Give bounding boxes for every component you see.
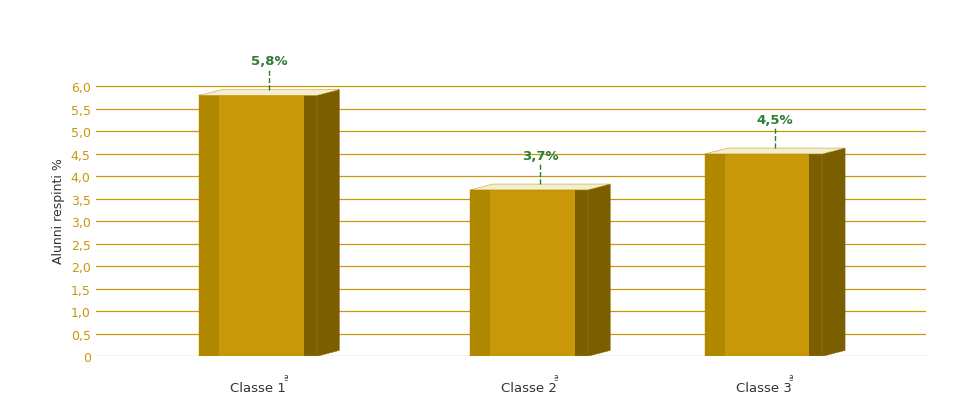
Polygon shape xyxy=(803,155,811,356)
Polygon shape xyxy=(497,190,504,356)
Polygon shape xyxy=(251,96,259,356)
Polygon shape xyxy=(239,96,246,356)
Polygon shape xyxy=(516,190,523,356)
Text: ª: ª xyxy=(283,374,287,384)
Text: 4,5%: 4,5% xyxy=(756,113,794,126)
Polygon shape xyxy=(297,96,305,356)
Text: ª: ª xyxy=(789,374,794,384)
Polygon shape xyxy=(200,90,339,96)
Polygon shape xyxy=(711,155,719,356)
Polygon shape xyxy=(718,155,726,356)
Polygon shape xyxy=(232,96,240,356)
Polygon shape xyxy=(732,155,738,356)
Polygon shape xyxy=(764,155,772,356)
Text: ALUNNI RESPINTI - A.S. 2009/10: ALUNNI RESPINTI - A.S. 2009/10 xyxy=(316,15,639,33)
Polygon shape xyxy=(522,190,530,356)
Polygon shape xyxy=(310,96,318,356)
Polygon shape xyxy=(587,185,610,356)
Polygon shape xyxy=(304,96,311,356)
Text: Classe 2: Classe 2 xyxy=(501,382,557,394)
Polygon shape xyxy=(575,190,582,356)
Polygon shape xyxy=(258,96,265,356)
Polygon shape xyxy=(562,190,569,356)
Polygon shape xyxy=(529,190,537,356)
Text: 5,8%: 5,8% xyxy=(251,55,287,68)
Polygon shape xyxy=(796,155,804,356)
Y-axis label: Alunni respinti %: Alunni respinti % xyxy=(53,158,65,263)
Polygon shape xyxy=(317,90,339,356)
Polygon shape xyxy=(705,155,712,356)
Polygon shape xyxy=(225,96,233,356)
Text: Classe 1: Classe 1 xyxy=(230,382,286,394)
Polygon shape xyxy=(790,155,797,356)
Polygon shape xyxy=(490,190,498,356)
Polygon shape xyxy=(783,155,791,356)
Polygon shape xyxy=(271,96,279,356)
Polygon shape xyxy=(200,96,207,356)
Polygon shape xyxy=(810,155,817,356)
Polygon shape xyxy=(470,190,478,356)
Polygon shape xyxy=(705,149,845,155)
Polygon shape xyxy=(503,190,510,356)
Text: 3,7%: 3,7% xyxy=(522,149,559,162)
Polygon shape xyxy=(278,96,285,356)
Polygon shape xyxy=(265,96,272,356)
Polygon shape xyxy=(285,96,291,356)
Polygon shape xyxy=(568,190,576,356)
Polygon shape xyxy=(206,96,213,356)
Polygon shape xyxy=(483,190,491,356)
Polygon shape xyxy=(771,155,777,356)
Polygon shape xyxy=(555,190,562,356)
Polygon shape xyxy=(290,96,298,356)
Polygon shape xyxy=(776,155,784,356)
Polygon shape xyxy=(542,190,549,356)
Polygon shape xyxy=(725,155,732,356)
Polygon shape xyxy=(744,155,752,356)
Polygon shape xyxy=(737,155,745,356)
Polygon shape xyxy=(548,190,556,356)
Polygon shape xyxy=(536,190,543,356)
Text: ª: ª xyxy=(554,374,559,384)
Polygon shape xyxy=(212,96,220,356)
Polygon shape xyxy=(816,155,823,356)
Polygon shape xyxy=(509,190,517,356)
Polygon shape xyxy=(822,149,845,356)
Polygon shape xyxy=(757,155,765,356)
Polygon shape xyxy=(470,185,610,190)
Polygon shape xyxy=(582,190,588,356)
Polygon shape xyxy=(219,96,226,356)
Polygon shape xyxy=(477,190,484,356)
Polygon shape xyxy=(245,96,252,356)
Text: Classe 3: Classe 3 xyxy=(736,382,792,394)
Polygon shape xyxy=(751,155,758,356)
